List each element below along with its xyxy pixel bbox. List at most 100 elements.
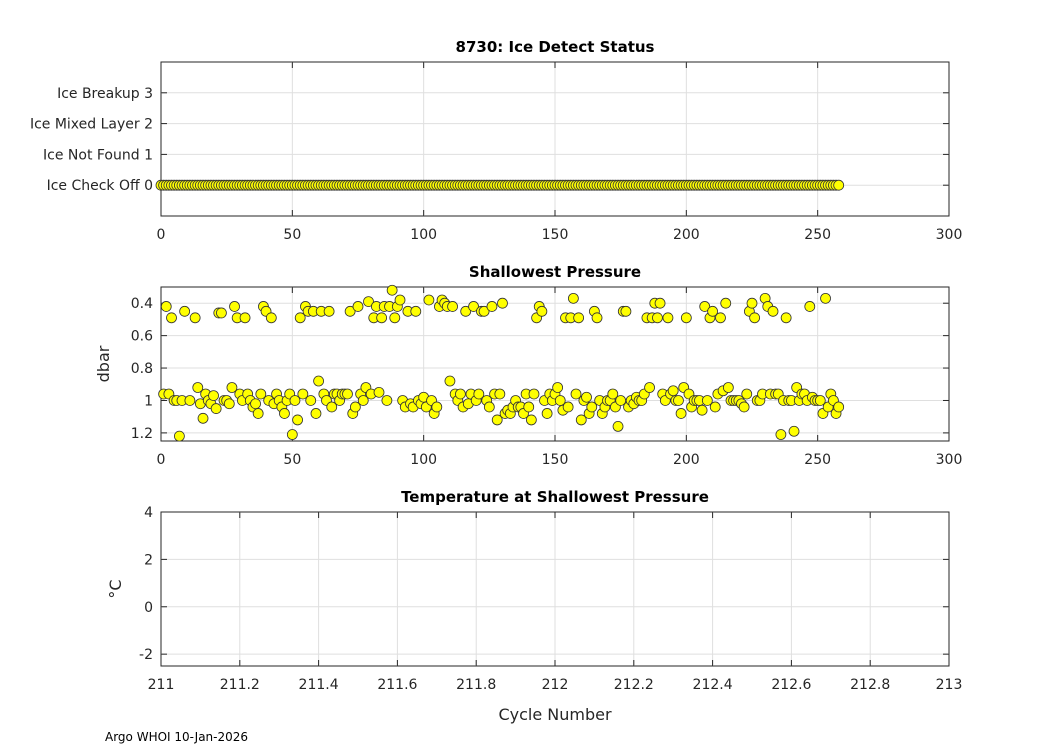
data-point [525, 414, 537, 426]
data-point [483, 401, 495, 413]
y-tick-label: 1 [144, 393, 153, 409]
data-point [310, 408, 322, 419]
footer-credit: Argo WHOI 10-Jan-2026 [105, 730, 248, 744]
data-point [381, 395, 393, 406]
data-point [804, 301, 816, 312]
data-point [160, 301, 172, 312]
ice-detect-status-panel: 0 50 100 150 200 250 300 Ice Check Off 0 Ice Not… [30, 38, 962, 243]
x-tick-label: 50 [283, 452, 301, 468]
data-point [349, 401, 361, 413]
data-point [444, 375, 456, 387]
x-tick-label: 100 [410, 227, 437, 243]
data-point [297, 388, 309, 400]
data-point [722, 382, 734, 393]
data-point [615, 395, 627, 406]
data-point [738, 401, 750, 413]
data-point [486, 301, 498, 312]
x-tick-label: 300 [936, 227, 963, 243]
data-point [673, 395, 684, 406]
data-point [749, 312, 761, 324]
y-tick-label: 0.4 [131, 296, 153, 312]
data-point [184, 395, 196, 406]
data-point [715, 312, 726, 324]
data-point [788, 425, 800, 437]
data-point [701, 395, 713, 406]
data-point [173, 430, 185, 442]
data-point [581, 391, 592, 403]
data-point [223, 398, 235, 410]
data-point [352, 301, 364, 312]
data-point [696, 404, 708, 416]
data-point [567, 292, 579, 304]
data-point [289, 395, 301, 406]
data-point [323, 305, 335, 317]
data-point [373, 386, 385, 398]
data-point [216, 307, 227, 319]
data-point [389, 312, 401, 324]
data-point [775, 429, 787, 440]
y-tick-label: 4 [144, 505, 153, 521]
x-tick-label: 100 [410, 452, 437, 468]
data-point [210, 403, 222, 414]
data-point [591, 312, 603, 324]
y-tick-label: 0.8 [131, 361, 153, 377]
y-tick-label: Ice Check Off 0 [47, 178, 153, 194]
x-tick-label: 211.4 [299, 677, 339, 693]
shallowest-pressure-ylabel: dbar [94, 345, 113, 382]
data-point [680, 312, 692, 324]
ice-detect-ticks: 0 50 100 150 200 250 300 Ice Check Off 0 Ice Not… [30, 62, 962, 243]
x-tick-label: 150 [542, 227, 569, 243]
data-point [528, 388, 540, 400]
data-point [554, 395, 566, 406]
data-point [586, 401, 598, 413]
data-point [536, 305, 548, 317]
data-point [473, 388, 485, 400]
x-tick-label: 300 [936, 452, 963, 468]
x-tick-label: 0 [157, 227, 166, 243]
data-point [833, 179, 845, 191]
data-point [607, 388, 619, 400]
data-point [179, 305, 191, 317]
data-point [644, 382, 655, 393]
y-tick-label: 0.6 [131, 329, 153, 345]
data-point [410, 305, 422, 317]
y-tick-label: 2 [144, 552, 153, 568]
data-point [239, 312, 251, 324]
data-point [707, 305, 718, 317]
x-tick-label: 250 [804, 452, 831, 468]
data-point [189, 312, 201, 324]
y-tick-label: 0 [144, 600, 153, 616]
ice-detect-points [155, 179, 845, 191]
temperature-panel: 211 211.2 211.4 211.6 211.8 212 212.2 212.4 212.… [106, 488, 962, 724]
data-point [386, 284, 398, 296]
data-point [654, 297, 666, 309]
data-point [709, 401, 721, 413]
data-point [192, 382, 204, 393]
data-point [575, 414, 587, 426]
data-point [294, 312, 306, 324]
data-point [208, 390, 219, 402]
data-point [326, 401, 338, 413]
x-tick-label: 211.6 [377, 677, 417, 693]
data-point [455, 388, 466, 400]
data-point [570, 388, 582, 400]
data-point [286, 429, 298, 440]
data-point [468, 301, 479, 312]
data-point [250, 398, 261, 410]
temperature-ticks: 211 211.2 211.4 211.6 211.8 212 212.2 212.4 212.… [139, 505, 962, 693]
x-tick-label: 150 [542, 452, 569, 468]
cycle-number-xlabel: Cycle Number [498, 705, 612, 724]
x-tick-label: 200 [673, 227, 700, 243]
shallowest-pressure-panel: 0 50 100 150 200 250 300 0.4 0.6 0.8 1 1.2 Shallowe… [94, 263, 962, 468]
data-point [552, 382, 564, 393]
data-point [675, 408, 687, 419]
x-tick-label: 211 [148, 677, 175, 693]
x-tick-label: 211.8 [456, 677, 496, 693]
data-point [342, 388, 353, 400]
data-point [197, 412, 209, 424]
data-point [292, 414, 303, 426]
x-tick-label: 212.4 [693, 677, 733, 693]
shallowest-pressure-title: Shallowest Pressure [469, 263, 641, 281]
data-point [767, 305, 779, 317]
